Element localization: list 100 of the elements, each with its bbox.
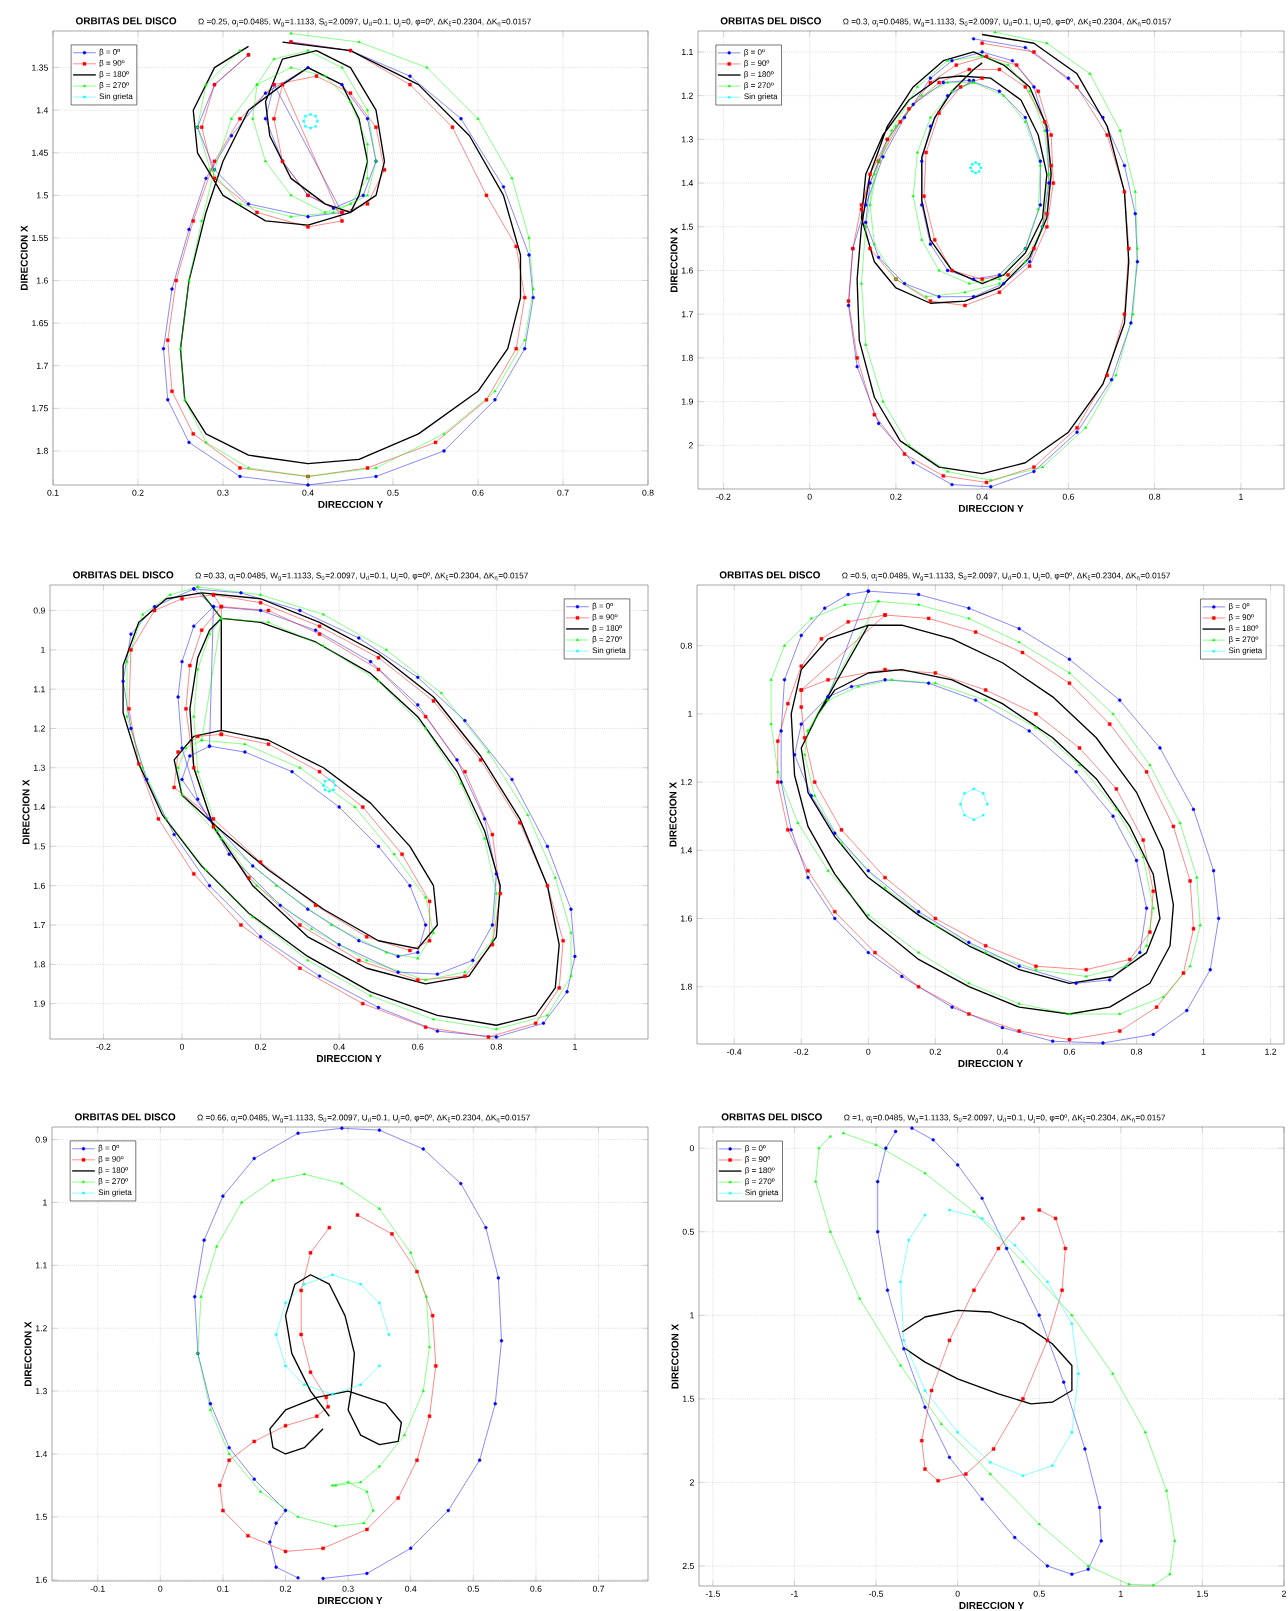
x-tick-label: 0 xyxy=(807,493,812,500)
y-axis-title: DIRECCION X xyxy=(20,225,28,290)
y-axis-title: DIRECCION X xyxy=(22,779,30,844)
y-tick-label: 1.9 xyxy=(33,1000,45,1007)
text: Ω =1, α$_{j}$=0.0485, W$_{g}$=1.1133, S$_{0}$=2.0097, U$_{d}$=0.1, U$_{j}$=0, φ=0º, ΔK$_{ξ}$=0.2304, ΔK$_{η}$=0.0157 xyxy=(844,1114,1166,1123)
x-axis-title: DIRECCION Y xyxy=(318,500,383,508)
x-tick-label: 0.4 xyxy=(976,493,988,500)
y-axis-title: DIRECCION X xyxy=(671,1323,679,1389)
y-tick-label: 1.7 xyxy=(681,311,693,318)
x-axis-title: DIRECCION Y xyxy=(959,504,1024,512)
y-axis-title: DIRECCION X xyxy=(24,1321,32,1386)
x-tick-label: 0.6 xyxy=(530,1585,542,1592)
x-tick-label: -1 xyxy=(791,1590,798,1597)
x-tick-label: 0.3 xyxy=(342,1585,354,1592)
x-tick-label: 0.5 xyxy=(1033,1590,1045,1597)
y-tick-label: 1.4 xyxy=(680,847,693,854)
y-tick-label: 1.6 xyxy=(36,277,48,284)
y-tick-label: 1.2 xyxy=(33,725,45,732)
y-tick-label: 1.9 xyxy=(681,398,693,405)
x-axis-title: DIRECCION Y xyxy=(958,1059,1023,1067)
y-tick-label: 1.2 xyxy=(681,92,693,99)
x-tick-label: 1 xyxy=(1119,1590,1123,1597)
y-tick-label: 1.5 xyxy=(36,192,48,199)
x-tick-label: 1.2 xyxy=(1265,1048,1277,1055)
x-tick-label: -0.2 xyxy=(794,1048,809,1055)
y-tick-label: 1.5 xyxy=(33,843,45,850)
y-tick-label: 1.3 xyxy=(681,136,693,143)
y-axis-title: DIRECCION X xyxy=(669,781,677,847)
x-tick-label: 0 xyxy=(866,1048,871,1055)
text: Ω =0.33, α$_{j}$=0.0485, W$_{g}$=1.1133, S$_{0}$=2.0097, U$_{d}$=0.1, U$_{j}$=0, φ=0º, ΔK$_{ξ}$=0.2304, ΔK$_{η}$=0.0157 xyxy=(195,572,528,581)
y-tick-label: 0.5 xyxy=(682,1228,694,1235)
x-tick-label: 2 xyxy=(1282,1590,1286,1597)
y-tick-label: 0.9 xyxy=(33,607,45,614)
chart-title: ORBITAS DEL DISCO xyxy=(721,1113,822,1121)
y-tick-label: 1.4 xyxy=(681,180,694,187)
x-tick-label: 0.3 xyxy=(217,489,229,496)
y-tick-label: 1.4 xyxy=(35,1451,48,1457)
x-tick-label: 1.5 xyxy=(1197,1590,1209,1597)
y-tick-label: 1.6 xyxy=(681,267,693,274)
y-tick-label: 1.1 xyxy=(33,686,45,693)
x-tick-label: 0.2 xyxy=(132,489,144,496)
x-tick-label: 0.2 xyxy=(254,1043,267,1050)
text: Ω =0.25, α$_{j}$=0.0485, W$_{g}$=1.1133, S$_{0}$=2.0097, U$_{d}$=0.1, U$_{j}$=0, φ=0º, ΔK$_{ξ}$=0.2304, ΔK$_{η}$=0.0157 xyxy=(198,18,531,27)
y-tick-label: 1 xyxy=(43,1199,47,1206)
x-tick-label: 0.5 xyxy=(387,489,399,496)
text: Ω =0.3, α$_{j}$=0.0485, W$_{g}$=1.1133, S$_{0}$=2.0097, U$_{d}$=0.1, U$_{j}$=0, φ=0º, ΔK$_{ξ}$=0.2304, ΔK$_{η}$=0.0157 xyxy=(843,18,1171,27)
y-tick-label: 0.8 xyxy=(680,642,692,649)
y-tick-label: 1 xyxy=(690,1312,694,1319)
x-tick-label: 0.2 xyxy=(890,493,902,500)
y-tick-label: 2 xyxy=(688,442,693,449)
y-tick-label: 1.3 xyxy=(33,764,45,771)
y-tick-label: 1.6 xyxy=(33,882,45,889)
y-tick-label: 2 xyxy=(689,1479,694,1486)
x-tick-label: 0.7 xyxy=(557,489,569,496)
y-tick-label: 1.1 xyxy=(681,49,693,55)
x-tick-label: -0.5 xyxy=(869,1590,884,1597)
y-tick-label: 0.9 xyxy=(35,1136,47,1143)
x-tick-label: -1.5 xyxy=(705,1590,720,1597)
y-tick-label: 1.55 xyxy=(32,234,48,241)
x-tick-label: 1 xyxy=(573,1043,577,1050)
y-tick-label: 1.5 xyxy=(35,1513,47,1520)
x-tick-label: 0 xyxy=(158,1585,163,1592)
y-tick-label: 1.8 xyxy=(36,447,48,454)
x-axis-title: DIRECCION Y xyxy=(959,1601,1024,1609)
y-tick-label: 0 xyxy=(689,1145,694,1152)
y-tick-label: 1 xyxy=(688,710,692,717)
x-tick-label: -0.2 xyxy=(716,493,731,500)
y-tick-label: 1.75 xyxy=(32,405,48,412)
x-tick-label: 0.8 xyxy=(1148,493,1161,500)
x-tick-label: 0.1 xyxy=(217,1585,229,1592)
y-tick-label: 1.1 xyxy=(35,1262,47,1269)
text: Ω =0.5, α$_{j}$=0.0485, W$_{g}$=1.1133, S$_{0}$=2.0097, U$_{d}$=0.1, U$_{j}$=0, φ=0º, ΔK$_{ξ}$=0.2304, ΔK$_{η}$=0.0157 xyxy=(842,572,1171,581)
x-tick-label: 0.1 xyxy=(47,489,59,496)
chart-title: ORBITAS DEL DISCO xyxy=(74,1113,176,1121)
y-tick-label: 1.3 xyxy=(35,1388,47,1395)
x-tick-label: 0.8 xyxy=(642,489,654,496)
x-tick-label: 0 xyxy=(179,1043,185,1050)
x-axis-title: DIRECCION Y xyxy=(318,1596,383,1604)
x-tick-label: 0.7 xyxy=(592,1585,605,1592)
y-tick-label: 1.6 xyxy=(35,1576,47,1583)
y-tick-label: 1.7 xyxy=(33,922,45,928)
y-tick-label: 1 xyxy=(41,646,45,653)
y-tick-label: 1.7 xyxy=(36,362,48,369)
x-tick-label: 0.2 xyxy=(279,1585,292,1592)
y-tick-label: 1.4 xyxy=(33,804,46,811)
x-tick-label: 0.4 xyxy=(333,1043,345,1050)
chart-title: ORBITAS DEL DISCO xyxy=(75,17,177,25)
y-tick-label: 2.5 xyxy=(682,1562,694,1570)
x-tick-label: -0.2 xyxy=(96,1043,111,1050)
chart-title: ORBITAS DEL DISCO xyxy=(720,17,821,25)
y-tick-label: 1.8 xyxy=(33,961,45,968)
x-tick-label: 0.4 xyxy=(405,1585,417,1592)
x-tick-label: 1 xyxy=(1201,1048,1206,1055)
x-axis-title: DIRECCION Y xyxy=(317,1054,382,1062)
x-tick-label: 0.6 xyxy=(472,489,484,496)
x-tick-label: 1 xyxy=(1239,493,1243,500)
y-tick-label: 1.5 xyxy=(681,223,693,230)
y-tick-label: 1.4 xyxy=(36,107,49,114)
y-tick-label: 1.6 xyxy=(680,915,692,922)
y-tick-label: 1.65 xyxy=(32,320,48,327)
